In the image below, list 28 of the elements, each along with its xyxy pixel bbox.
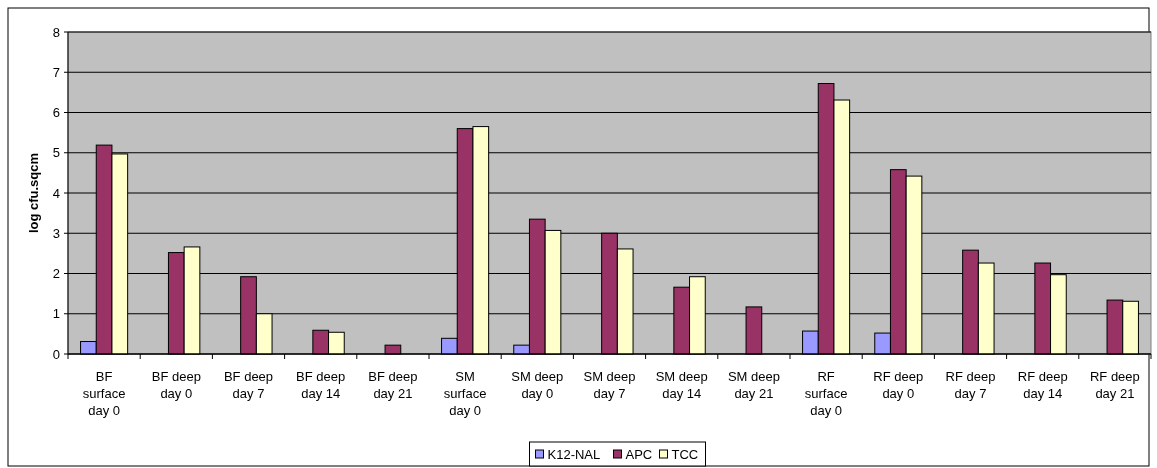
y-tick-label: 3 [52, 225, 60, 241]
y-tick-label: 4 [52, 185, 60, 201]
y-tick-label: 6 [52, 105, 60, 121]
x-tick-label: SM surface day 0 [443, 369, 487, 418]
x-tick-label: BF deep day 21 [368, 369, 418, 401]
y-tick-label: 8 [52, 24, 60, 40]
x-tick-label: SM deep day 21 [727, 369, 780, 401]
y-tick-label: 7 [52, 64, 60, 80]
x-tick-label: RF deep day 14 [1017, 369, 1068, 401]
x-tick-label: BF deep day 7 [223, 369, 274, 401]
legend-label: APC [625, 447, 653, 462]
y-tick-label: 2 [52, 266, 60, 282]
x-tick-label: BF deep day 14 [296, 369, 346, 401]
y-axis-title: log cfu.sqcm [26, 152, 41, 234]
x-tick-label: RF deep day 0 [873, 369, 924, 401]
y-tick-label: 5 [52, 145, 60, 161]
y-tick-label: 0 [52, 346, 60, 362]
y-tick-label: 1 [52, 306, 60, 322]
x-tick-label: RF deep day 21 [1089, 369, 1140, 401]
x-tick-label: SM deep day 7 [583, 369, 636, 401]
x-tick-label: BF deep day 0 [151, 369, 201, 401]
legend-label: K12-NAL [547, 447, 601, 462]
x-tick-label: BF surface day 0 [82, 369, 126, 418]
x-tick-label: SM deep day 14 [655, 369, 708, 401]
legend-label: TCC [671, 447, 699, 462]
x-tick-label: SM deep day 0 [511, 369, 564, 401]
x-tick-label: RF deep day 7 [945, 369, 996, 401]
x-tick-label: RF surface day 0 [804, 369, 848, 418]
